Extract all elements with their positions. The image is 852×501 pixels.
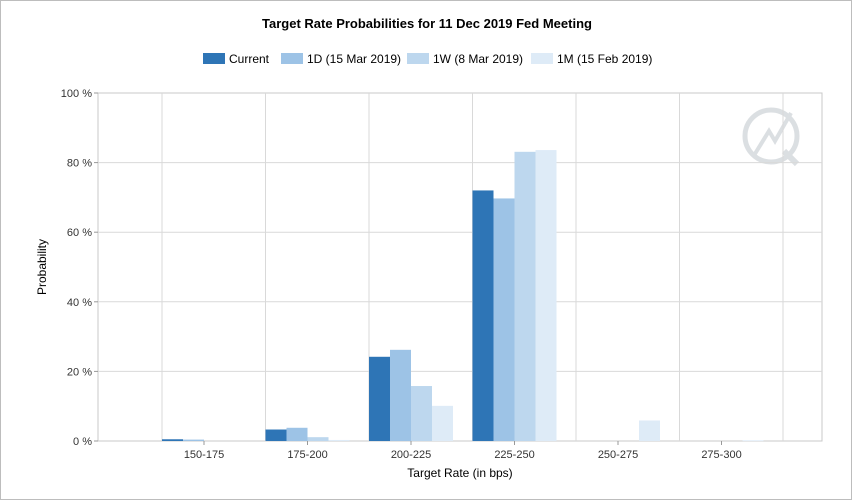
bar — [390, 349, 411, 441]
legend: Current 1D (15 Mar 2019) 1W (8 Mar 2019) 1M… — [203, 52, 652, 66]
x-tick-label: 225-250 — [494, 449, 534, 461]
legend-swatch — [281, 53, 303, 64]
bar — [742, 440, 764, 442]
y-tick-label: 60 % — [67, 227, 92, 239]
legend-swatch — [407, 53, 429, 64]
bar — [411, 386, 432, 441]
bar — [493, 198, 515, 441]
y-tick-label: 40 % — [67, 297, 92, 309]
bar — [162, 439, 183, 441]
x-axis-label: Target Rate (in bps) — [407, 466, 512, 480]
x-tick-label: 175-200 — [287, 449, 327, 461]
x-tick-label: 150-175 — [184, 449, 224, 461]
x-tick-label: 275-300 — [701, 449, 741, 461]
legend-label: 1M (15 Feb 2019) — [557, 52, 652, 66]
legend-label: 1W (8 Mar 2019) — [433, 52, 523, 66]
legend-swatch — [531, 53, 553, 64]
bars — [162, 150, 764, 442]
bar — [535, 150, 557, 441]
legend-swatch — [203, 53, 225, 64]
bar — [472, 190, 494, 441]
x-axis-ticks: 150-175 175-200 200-225 225-250 250-275 275-3… — [184, 441, 742, 461]
bar — [286, 427, 308, 441]
legend-label: Current — [229, 52, 270, 66]
bar — [265, 429, 287, 441]
bar — [328, 439, 350, 441]
y-tick-label: 80 % — [67, 158, 92, 170]
y-axis-ticks: 0 % 20 % 40 % 60 % 80 % 100 % — [61, 88, 98, 448]
bar — [514, 151, 536, 441]
x-tick-label: 250-275 — [598, 449, 638, 461]
y-axis-label: Probability — [35, 239, 49, 295]
y-tick-label: 100 % — [61, 88, 92, 100]
bar — [369, 356, 390, 441]
y-tick-label: 20 % — [67, 366, 92, 378]
bar — [183, 439, 204, 441]
legend-label: 1D (15 Mar 2019) — [307, 52, 401, 66]
chart-title: Target Rate Probabilities for 11 Dec 201… — [262, 16, 592, 31]
bar — [432, 405, 453, 441]
bar — [639, 420, 660, 441]
plot-area — [97, 92, 823, 442]
y-tick-label: 0 % — [73, 436, 92, 448]
x-tick-label: 200-225 — [391, 449, 431, 461]
bar — [307, 437, 329, 441]
